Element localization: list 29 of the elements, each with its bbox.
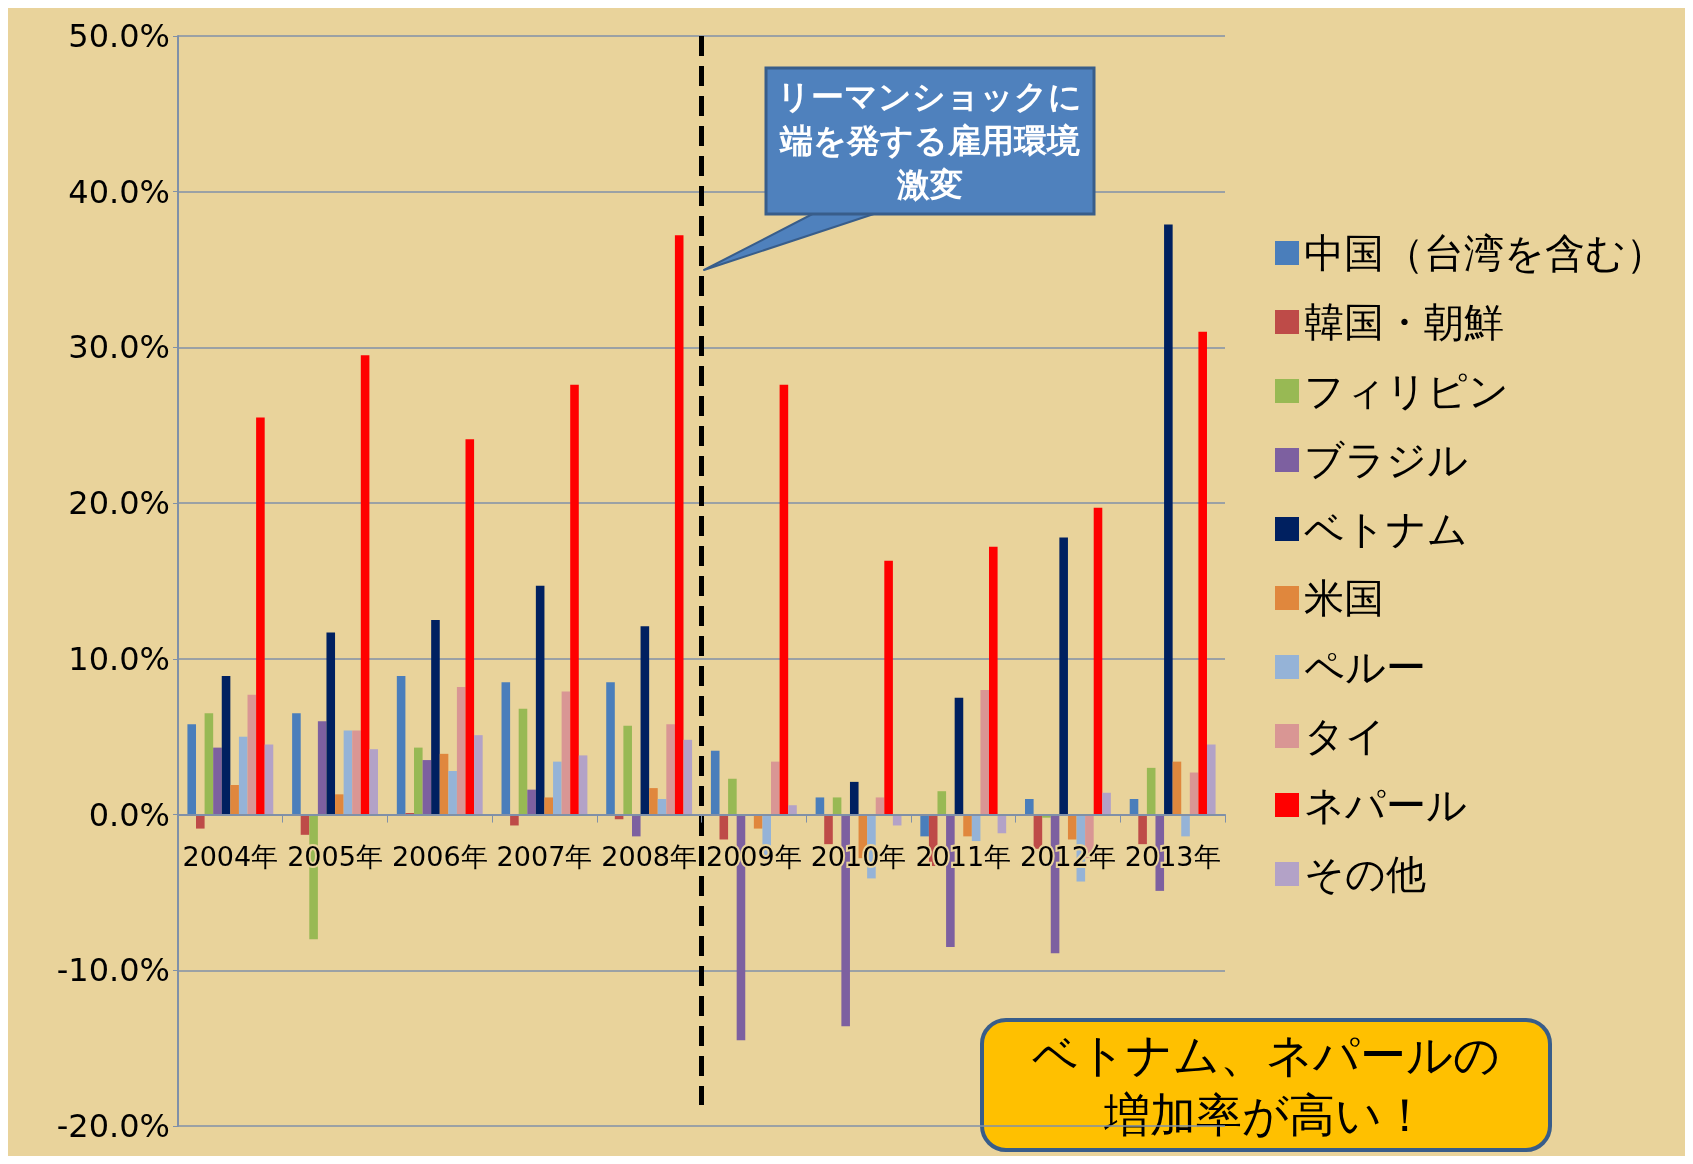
legend-label: ブラジル (1304, 437, 1468, 483)
annotation: ベトナム、ネパールの増加率が高い！ (1032, 1028, 1500, 1142)
x-tick-label: 2004年 (182, 840, 279, 872)
x-tick-label: 2007年 (496, 840, 593, 872)
legend-label: フィリピン (1304, 368, 1509, 414)
legend-label: 米国 (1304, 575, 1384, 621)
legend-label: タイ (1304, 713, 1386, 759)
ref-line-label: リーマンショックに端を発する雇用環境激変 (765, 68, 1094, 214)
y-tick-label: -20.0% (56, 1107, 170, 1145)
y-tick-label: 50.0% (68, 17, 170, 55)
y-tick-label: -10.0% (56, 951, 170, 990)
legend-label: ベトナム (1304, 506, 1468, 552)
legend-label: 韓国・朝鮮 (1304, 299, 1504, 345)
y-tick-label: 0.0% (88, 795, 170, 834)
y-tick-label: 30.0% (68, 328, 170, 367)
y-tick-label: 40.0% (68, 172, 170, 211)
legend-label: ペルー (1304, 644, 1426, 690)
x-tick-label: 2013年 (1124, 840, 1221, 872)
x-tick-label: 2008年 (601, 840, 698, 872)
x-tick-label: 2009年 (705, 840, 802, 872)
x-tick-label: 2010年 (810, 840, 907, 872)
x-tick-label: 2005年 (287, 840, 383, 872)
legend-label: その他 (1304, 851, 1426, 897)
x-tick-label: 2006年 (391, 840, 488, 872)
x-tick-label: 2012年 (1020, 840, 1116, 872)
y-tick-label: 20.0% (68, 484, 170, 523)
legend-label: ネパール (1304, 782, 1467, 828)
y-tick-label: 10.0% (68, 639, 170, 678)
legend-label: 中国（台湾を含む） (1304, 230, 1666, 276)
